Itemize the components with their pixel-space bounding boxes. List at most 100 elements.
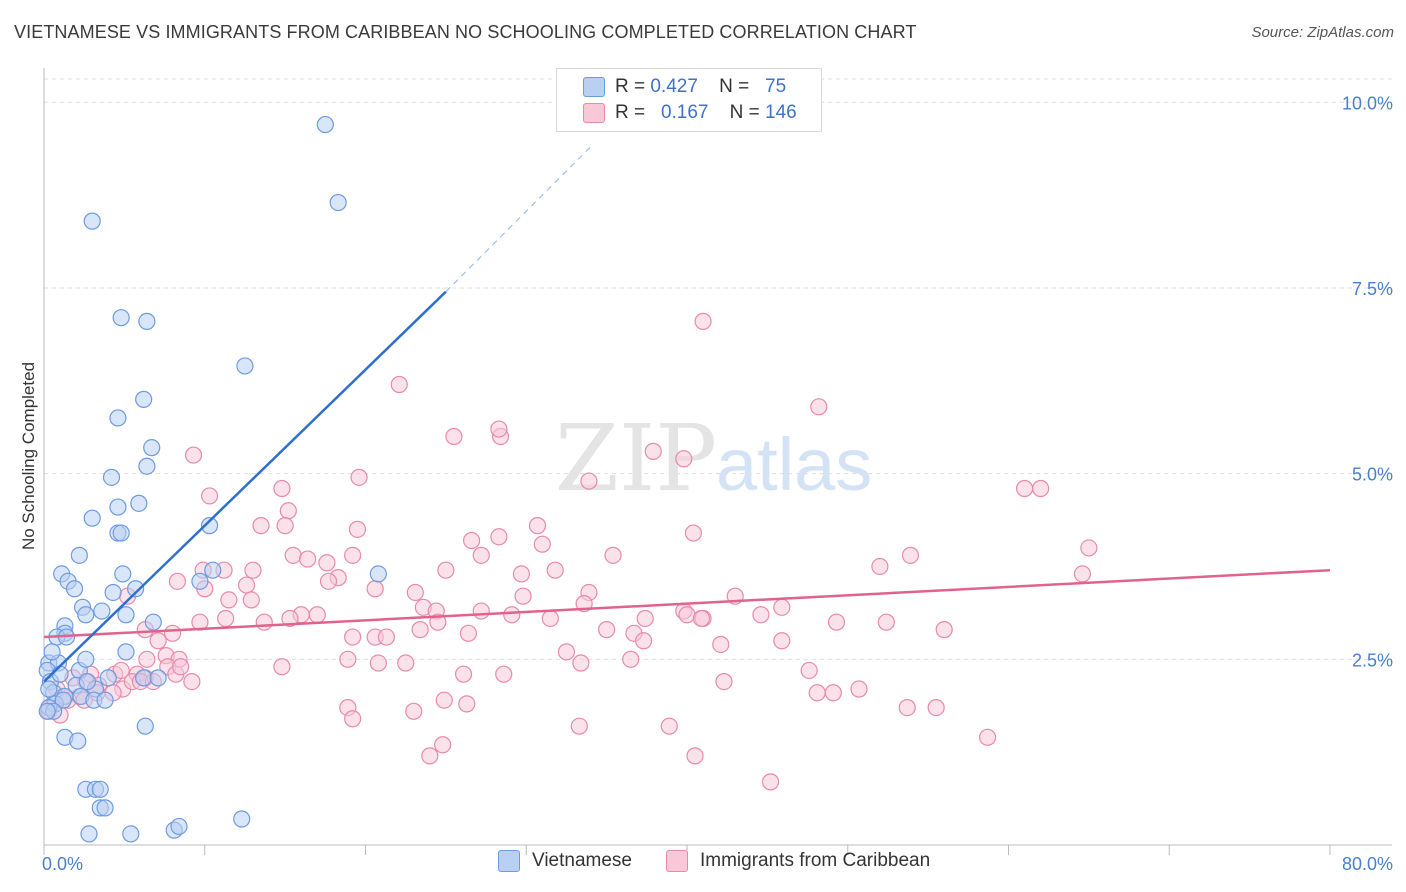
vietnamese-point	[109, 498, 127, 516]
vietnamese-point	[102, 468, 121, 486]
caribbean-point	[406, 583, 424, 602]
vietnamese-point	[138, 312, 156, 330]
vietnamese-point	[135, 390, 153, 408]
caribbean-point	[369, 654, 387, 672]
caribbean-point	[244, 561, 262, 579]
tick-labels: 2.5% 5.0% 7.5% 10.0% 0.0% 80.0%	[42, 93, 1393, 874]
vietnamese-point	[329, 193, 347, 212]
y-tick-label: 10.0%	[1342, 93, 1393, 113]
legend-r-value: 0.167	[660, 102, 709, 123]
caribbean-point	[898, 698, 916, 717]
caribbean-point	[339, 650, 357, 668]
vietnamese-point	[204, 561, 222, 579]
vietnamese-point	[236, 357, 254, 375]
vietnamese-point	[43, 643, 61, 661]
caribbean-point	[512, 565, 531, 583]
vietnamese-point	[144, 613, 162, 631]
vietnamese-point	[96, 691, 114, 709]
vietnamese-point	[80, 825, 98, 843]
vietnamese-point	[138, 457, 156, 475]
series-legend-vietnamese: Vietnamese	[498, 850, 632, 872]
caribbean-point	[366, 580, 384, 598]
caribbean-point	[350, 468, 368, 486]
vietnamese-point	[83, 212, 101, 230]
caribbean-point	[557, 643, 576, 661]
caribbean-point	[348, 520, 367, 538]
caribbean-point	[472, 602, 490, 620]
caribbean-point	[411, 621, 429, 639]
vietnamese-point	[77, 650, 95, 668]
caribbean-point	[255, 613, 273, 631]
caribbean-point	[1080, 539, 1098, 557]
caribbean-point	[979, 728, 997, 746]
correlation-legend: R = 0.427 N = 75 R = 0.167 N = 146	[556, 68, 822, 132]
series-swatch-vietnamese	[498, 850, 520, 872]
caribbean-point	[686, 747, 704, 765]
vietnamese-point	[149, 669, 167, 687]
caribbean-point	[220, 591, 238, 609]
vietnamese-point	[127, 580, 145, 598]
caribbean-point	[1073, 565, 1092, 583]
caribbean-point	[761, 773, 780, 791]
caribbean-point	[800, 661, 818, 680]
caribbean-point	[570, 717, 588, 735]
caribbean-point	[528, 517, 547, 535]
caribbean-point	[462, 531, 481, 550]
y-tick-label: 2.5%	[1352, 650, 1393, 670]
caribbean-point	[217, 609, 235, 628]
caribbean-point	[242, 591, 260, 609]
watermark-zip: ZIP	[555, 405, 717, 512]
legend-n-label: N =	[729, 102, 760, 123]
caribbean-point	[1032, 479, 1050, 498]
caribbean-point	[344, 710, 362, 728]
vietnamese-point	[104, 583, 122, 602]
chart-title: VIETNAMESE VS IMMIGRANTS FROM CARIBBEAN …	[14, 22, 917, 42]
vietnamese-point	[316, 115, 334, 134]
caribbean-point	[445, 427, 463, 446]
legend-swatch-caribbean	[583, 103, 605, 123]
caribbean-point	[405, 702, 423, 720]
vietnamese-point	[369, 565, 387, 583]
caribbean-point	[377, 628, 395, 646]
caribbean-point	[168, 572, 187, 590]
caribbean-point	[344, 628, 362, 646]
vietnamese-point	[54, 691, 72, 709]
vietnamese-point	[136, 717, 154, 735]
caribbean-point	[172, 658, 190, 676]
caribbean-point	[598, 621, 616, 639]
caribbean-point	[901, 546, 920, 564]
vietnamese-point	[112, 309, 130, 327]
vietnamese-points	[38, 115, 387, 843]
caribbean-point	[434, 736, 452, 754]
legend-row-caribbean: R = 0.167 N = 146	[583, 100, 797, 126]
caribbean-point	[871, 557, 889, 576]
caribbean-point	[273, 658, 291, 676]
caribbean-point	[490, 528, 508, 546]
y-axis-label: No Schooling Completed	[19, 362, 38, 550]
watermark-atlas: atlas	[716, 423, 872, 506]
series-legend-caribbean: Immigrants from Caribbean	[666, 850, 930, 872]
caribbean-point	[184, 446, 203, 464]
caribbean-trend-line	[43, 568, 1331, 639]
y-tick-label: 7.5%	[1352, 279, 1393, 299]
caribbean-point	[200, 487, 219, 505]
vietnamese-point	[65, 580, 84, 598]
caribbean-point	[773, 598, 791, 616]
vietnamese-point	[83, 509, 101, 527]
caribbean-point	[824, 684, 842, 702]
vietnamese-point	[191, 572, 209, 590]
vietnamese-point	[77, 606, 95, 624]
caribbean-point	[318, 554, 336, 572]
caribbean-point	[279, 502, 297, 520]
caribbean-point	[1015, 479, 1034, 498]
vietnamese-point	[200, 517, 219, 535]
legend-n-label: N =	[719, 76, 750, 97]
vietnamese-point	[130, 494, 148, 512]
caribbean-point	[183, 673, 201, 691]
caribbean-point	[276, 517, 294, 535]
vietnamese-point	[69, 732, 87, 750]
caribbean-point	[694, 312, 712, 330]
caribbean-point	[541, 609, 559, 628]
caribbean-points	[40, 312, 1098, 791]
